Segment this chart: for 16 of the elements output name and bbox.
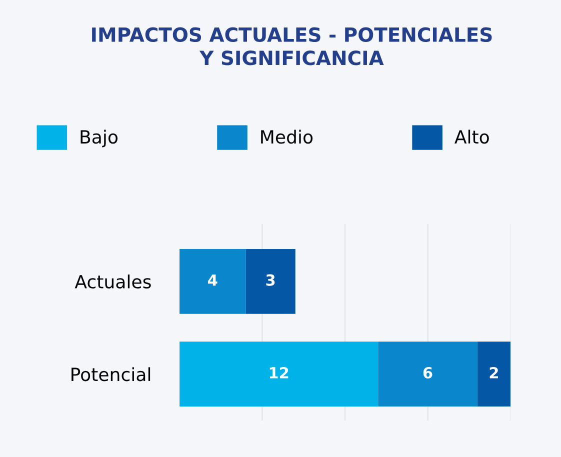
bar [378,342,478,407]
data-label: 2 [490,366,498,378]
chart-title: IMPACTOS ACTUALES - POTENCIALES Y SIGNIFICANCIA [92,27,492,66]
data-label: 3 [266,274,275,286]
data-label: 12 [270,366,288,378]
y-tick-label: Actuales [74,274,151,289]
legend-label: Bajo [80,130,118,148]
bar [180,342,378,407]
y-tick-label: Potencial [72,367,150,382]
bar [246,248,296,314]
bar [477,342,511,407]
bar [180,248,246,314]
data-label: 4 [208,274,218,286]
data-label: 6 [423,366,432,379]
legend-label: Medio [261,130,313,144]
legend-label: Alto [454,130,489,144]
